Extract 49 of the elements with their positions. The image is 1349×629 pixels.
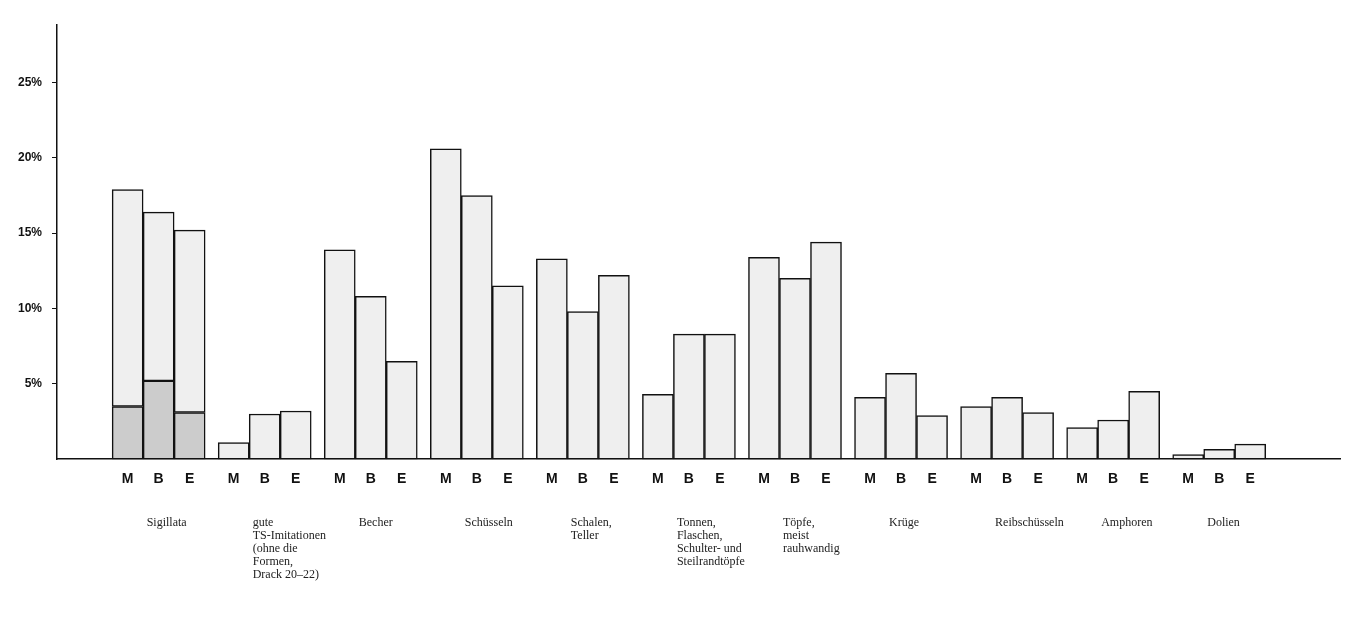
y-tick-label: 20%: [17, 150, 43, 165]
x-tick-label: B: [1002, 470, 1013, 487]
y-tick-label: 5%: [24, 376, 43, 391]
x-tick-label: B: [365, 470, 376, 487]
x-tick-label: E: [715, 470, 725, 487]
x-tick-label: B: [895, 470, 907, 487]
x-tick-label: E: [1245, 470, 1255, 487]
text: gute TS-Imitationen (ohne die Formen, Drack 20–22): [252, 515, 327, 582]
x-tick-label: B: [683, 470, 694, 487]
x-tick-label: B: [577, 470, 588, 487]
x-tick-label: E: [1033, 470, 1043, 487]
x-tick-label: B: [789, 470, 801, 487]
text: Becher: [358, 515, 393, 530]
x-tick-label: M: [864, 470, 876, 487]
x-tick-label: B: [153, 470, 164, 487]
x-tick-label: E: [184, 470, 195, 487]
x-tick-label: E: [291, 470, 301, 487]
x-tick-label: B: [471, 470, 482, 487]
x-tick-label: M: [1076, 470, 1088, 487]
y-tick-label: 25%: [17, 74, 43, 89]
text: Reibschüsseln: [995, 515, 1064, 530]
x-tick-label: M: [546, 470, 558, 487]
x-tick-label: B: [259, 470, 270, 487]
text: Krüge: [889, 515, 920, 530]
x-tick-label: M: [652, 470, 664, 487]
text: Schüsseln: [464, 515, 513, 530]
text: Amphoren: [1101, 515, 1153, 530]
x-tick-label: M: [333, 470, 346, 487]
x-tick-label: M: [1182, 470, 1195, 487]
text: Sigillata: [146, 515, 188, 530]
text: Töpfe, meist rauhwandig: [782, 515, 840, 556]
x-tick-label: E: [503, 470, 513, 487]
x-tick-label: M: [439, 470, 452, 487]
text: Dolien: [1207, 515, 1240, 530]
x-tick-label: M: [227, 470, 240, 487]
x-tick-label: E: [927, 470, 937, 487]
x-tick-label: M: [970, 470, 982, 487]
text: Tonnen, Flaschen, Schulter- und Steilrandtöpfe: [676, 515, 745, 569]
x-tick-label: B: [1108, 470, 1119, 487]
x-tick-label: M: [758, 470, 770, 487]
x-tick-label: E: [1139, 470, 1149, 487]
x-tick-label: E: [397, 470, 407, 487]
text: Schalen, Teller: [570, 515, 612, 543]
x-tick-label: E: [609, 470, 619, 487]
y-tick-label: 15%: [17, 225, 43, 240]
x-tick-label: E: [821, 470, 831, 487]
x-tick-label: B: [1214, 470, 1225, 487]
x-tick-label: M: [121, 470, 134, 487]
y-tick-label: 10%: [17, 300, 43, 315]
